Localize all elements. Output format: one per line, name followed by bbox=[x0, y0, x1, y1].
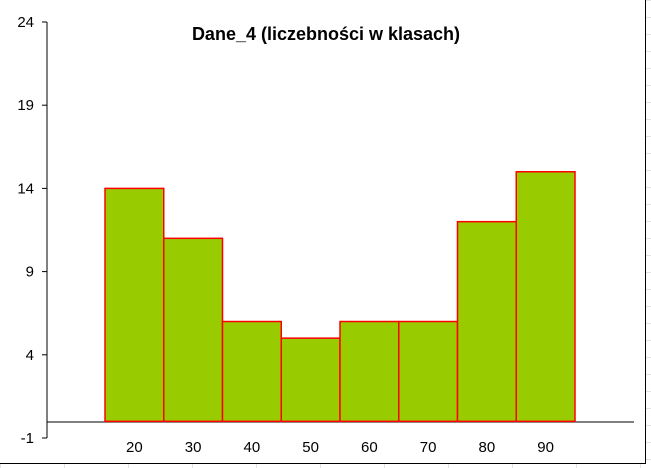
x-tick-label: 20 bbox=[126, 439, 143, 456]
y-tick-label: -1 bbox=[21, 430, 34, 447]
bar-80[interactable] bbox=[456, 220, 517, 423]
bar-70[interactable] bbox=[398, 320, 459, 423]
x-tick-label: 70 bbox=[420, 439, 437, 456]
chart-title: Dane_4 (liczebności w klasach) bbox=[192, 24, 460, 44]
y-tick-label: 14 bbox=[17, 180, 34, 197]
bar-20[interactable] bbox=[104, 187, 165, 423]
y-axis-ticks: 24 19 14 9 4 -1 bbox=[17, 14, 47, 447]
bar-90[interactable] bbox=[515, 171, 576, 423]
bar-30[interactable] bbox=[163, 237, 224, 423]
y-tick-label: 9 bbox=[26, 264, 34, 281]
bars bbox=[104, 171, 576, 423]
x-tick-label: 50 bbox=[302, 439, 319, 456]
x-tick-label: 80 bbox=[479, 439, 496, 456]
x-tick-label: 90 bbox=[537, 439, 554, 456]
y-tick-label: 19 bbox=[17, 97, 34, 114]
x-tick-label: 60 bbox=[361, 439, 378, 456]
y-tick-label: 24 bbox=[17, 14, 34, 31]
x-tick-label: 30 bbox=[185, 439, 202, 456]
bar-50[interactable] bbox=[280, 337, 341, 423]
bar-60[interactable] bbox=[339, 320, 400, 423]
bar-40[interactable] bbox=[221, 320, 282, 423]
x-tick-label: 40 bbox=[244, 439, 261, 456]
x-axis-ticks: 20 30 40 50 60 70 80 90 bbox=[126, 439, 554, 456]
y-tick-label: 4 bbox=[26, 347, 34, 364]
